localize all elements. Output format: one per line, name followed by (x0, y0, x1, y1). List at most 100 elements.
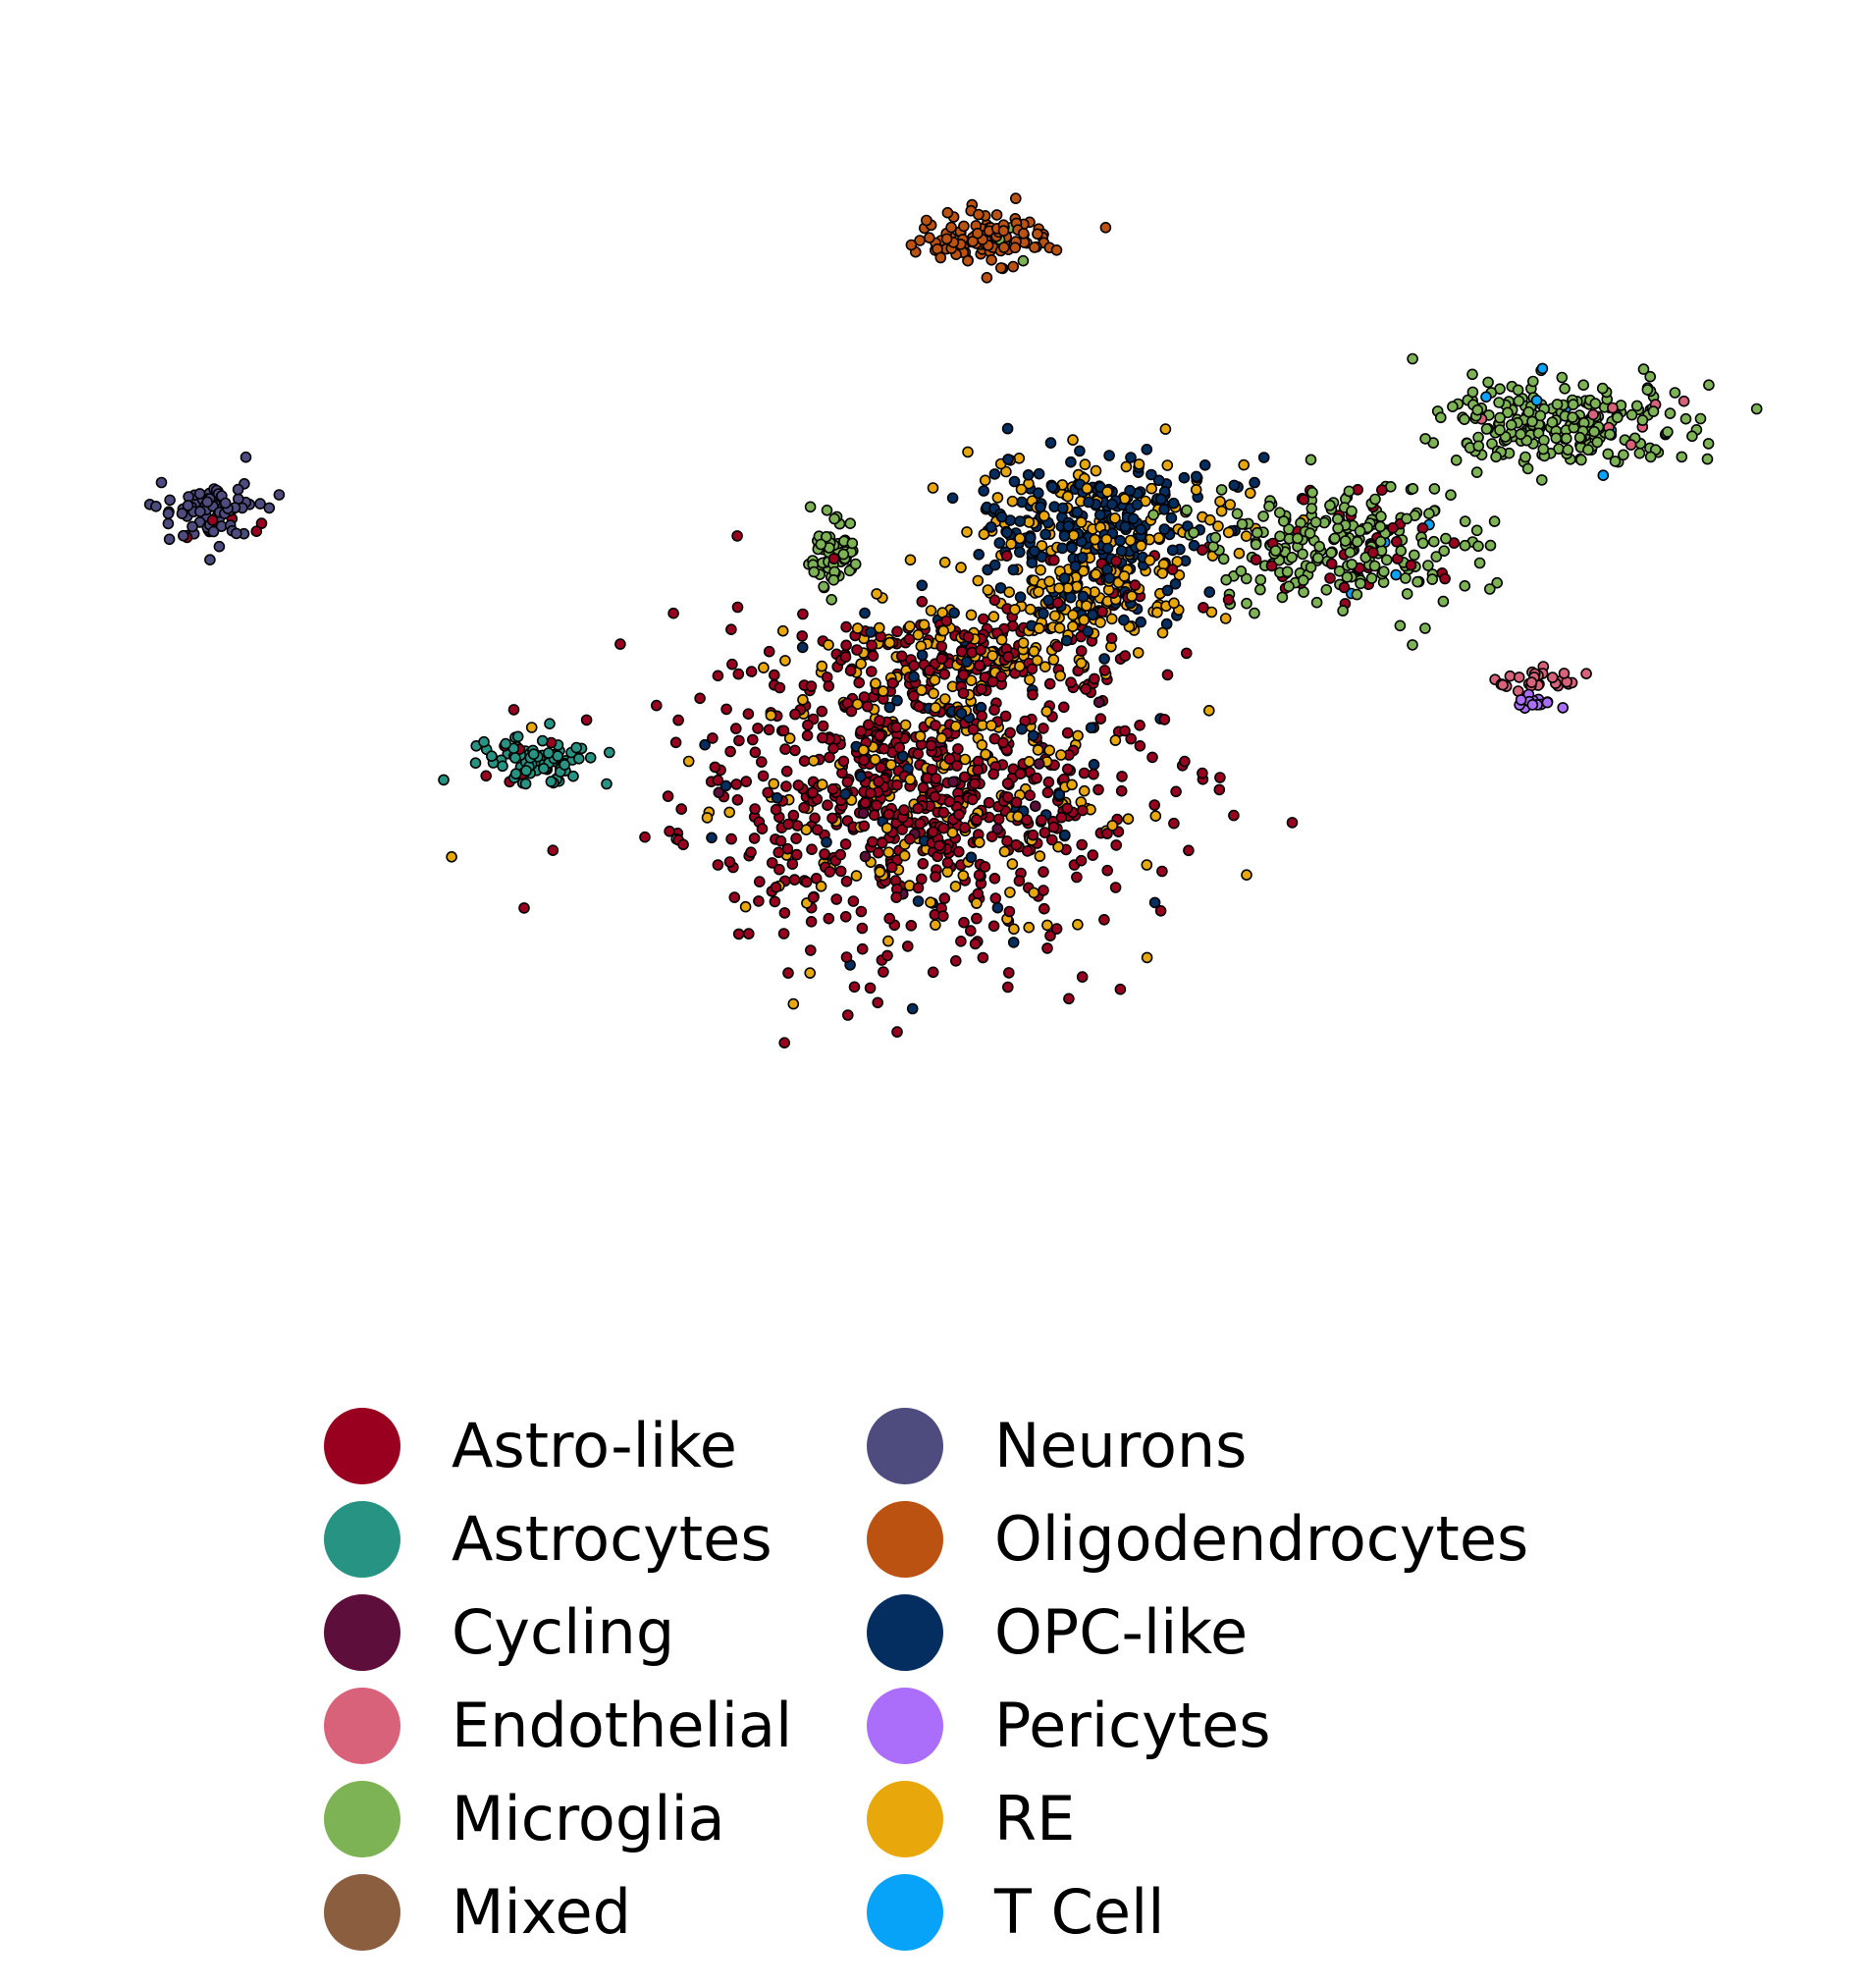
data-point (951, 760, 963, 772)
data-point (1098, 913, 1110, 926)
legend-item: T Cell (867, 1865, 1456, 1959)
data-point (927, 826, 939, 838)
data-point (839, 838, 852, 850)
data-point (1325, 547, 1337, 559)
data-point (844, 517, 857, 530)
data-point (979, 861, 991, 873)
data-point (1014, 515, 1026, 527)
data-point (1038, 608, 1049, 619)
data-point (1058, 530, 1071, 542)
data-point (639, 831, 651, 843)
data-point (1484, 583, 1496, 595)
data-point (1480, 391, 1492, 403)
data-point (865, 666, 878, 677)
legend-item: Mixed (324, 1865, 867, 1959)
data-point (1437, 595, 1450, 608)
data-point (1562, 444, 1574, 457)
data-point (1040, 705, 1053, 718)
data-point (1094, 617, 1106, 628)
data-point (603, 746, 615, 759)
data-point (777, 928, 790, 940)
data-point (1120, 460, 1133, 473)
data-point (1041, 786, 1054, 799)
data-point (1488, 515, 1501, 527)
legend-swatch (324, 1780, 400, 1857)
data-point (1110, 839, 1122, 851)
data-point (1512, 384, 1524, 397)
data-point (844, 665, 857, 677)
data-point (699, 738, 711, 751)
data-point (915, 684, 928, 696)
data-point (1470, 524, 1483, 537)
data-point (1374, 535, 1387, 548)
data-point (1438, 545, 1450, 558)
data-point (1416, 537, 1429, 550)
data-point (730, 779, 743, 790)
data-point (1245, 487, 1256, 500)
data-point (544, 718, 556, 730)
data-point (1624, 439, 1637, 451)
data-point (1144, 554, 1156, 566)
data-point (1240, 530, 1252, 542)
data-point (1109, 882, 1122, 893)
data-point (732, 668, 745, 680)
data-point (231, 527, 242, 540)
legend-label: RE (994, 1782, 1076, 1854)
data-point (1305, 503, 1318, 514)
data-point (971, 912, 983, 925)
data-point (1013, 875, 1026, 887)
data-point (958, 220, 970, 233)
data-point (937, 822, 950, 834)
data-point (1405, 559, 1417, 571)
data-point (818, 580, 829, 593)
data-point (527, 748, 540, 761)
data-point (1641, 384, 1654, 396)
data-point (186, 520, 198, 533)
data-point (1125, 452, 1137, 463)
data-point (1537, 443, 1550, 456)
data-point (845, 705, 858, 718)
data-point (890, 891, 903, 903)
data-point (1057, 502, 1069, 514)
data-point (1065, 456, 1077, 468)
data-point (967, 724, 980, 735)
data-point (1426, 573, 1438, 585)
data-point (1010, 796, 1023, 809)
data-point (841, 776, 854, 788)
data-point (815, 880, 827, 892)
data-point (995, 510, 1008, 523)
data-point (776, 624, 789, 637)
legend-label: Cycling (452, 1595, 675, 1668)
data-point (789, 708, 801, 721)
data-point (1103, 450, 1115, 461)
data-point (878, 742, 890, 755)
data-point (1110, 555, 1122, 567)
data-point (941, 206, 954, 219)
data-point (990, 209, 1003, 221)
data-point (1602, 448, 1614, 460)
data-point (973, 869, 985, 882)
data-point (853, 676, 866, 689)
data-point (723, 856, 736, 868)
data-point (1021, 814, 1033, 827)
data-point (955, 707, 968, 720)
data-point (1612, 411, 1624, 424)
data-point (1491, 576, 1503, 589)
data-point (723, 806, 736, 819)
data-point (891, 779, 903, 791)
data-point (1339, 535, 1352, 547)
data-point (1132, 647, 1145, 659)
data-point (948, 607, 960, 619)
data-point (1181, 647, 1193, 660)
data-point (1493, 397, 1505, 408)
legend-swatch (867, 1780, 943, 1857)
data-point (903, 633, 916, 646)
data-point (935, 640, 948, 653)
data-point (976, 738, 988, 751)
data-point (219, 497, 232, 510)
data-point (1078, 784, 1091, 797)
data-point (1092, 783, 1104, 796)
data-point (1118, 570, 1131, 582)
data-point (1252, 526, 1263, 539)
data-point (1034, 850, 1046, 862)
